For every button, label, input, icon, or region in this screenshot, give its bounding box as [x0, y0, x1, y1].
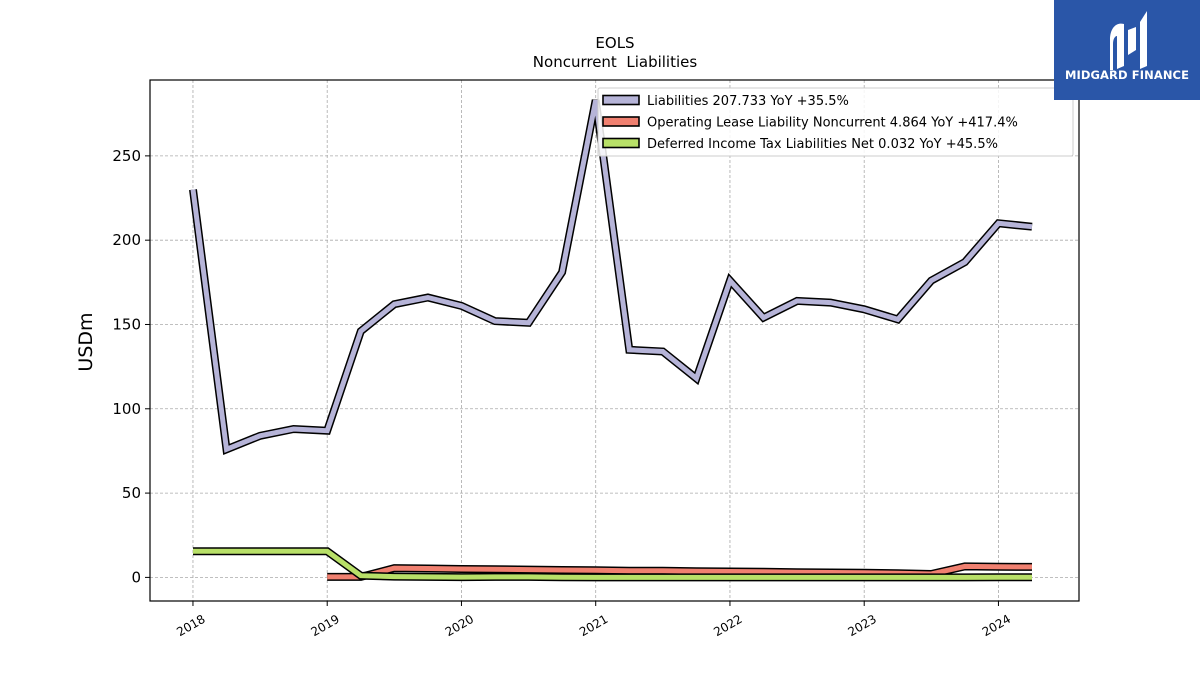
series-1: [189, 99, 1033, 455]
legend-label: Operating Lease Liability Noncurrent 4.8…: [647, 116, 1018, 131]
x-axis: 2018 2019 2020 2021 2022 2023 2024: [174, 601, 1013, 639]
series-outline: [193, 547, 1032, 582]
chart-subtitle: Noncurrent Liabilities: [533, 53, 698, 71]
x-tick-label: 2024: [980, 612, 1013, 639]
series-line: [193, 548, 1032, 580]
series-line: [190, 99, 1033, 453]
y-tick-label: 0: [131, 568, 141, 586]
x-tick-label: 2021: [577, 612, 610, 639]
legend-swatch: [602, 137, 640, 149]
midgard-finance-logo: MIDGARD FINANCE: [1054, 0, 1200, 100]
series-3: [193, 547, 1032, 582]
y-tick-label: 200: [112, 231, 141, 249]
legend-label: Liabilities 207.733 YoY +35.5%: [647, 94, 849, 109]
y-tick-label: 150: [112, 315, 141, 333]
logo-mark-icon: [1110, 11, 1147, 70]
series-layer: [189, 99, 1033, 582]
y-tick-label: 250: [112, 147, 141, 165]
legend-swatch: [602, 94, 640, 106]
legend-label: Deferred Income Tax Liabilities Net 0.03…: [647, 137, 998, 152]
logo-text: MIDGARD FINANCE: [1064, 68, 1190, 82]
legend-swatch: [602, 116, 640, 127]
legend: Liabilities 207.733 YoY +35.5% Operating …: [597, 87, 1074, 157]
x-tick-label: 2023: [845, 612, 878, 639]
legend-box: [597, 87, 1074, 157]
y-axis-label: USDm: [75, 312, 97, 371]
y-axis: 0 50 100 150 200 250: [112, 147, 150, 586]
x-tick-label: 2020: [443, 612, 476, 639]
y-tick-label: 50: [122, 484, 141, 502]
x-tick-label: 2018: [174, 612, 207, 639]
x-tick-label: 2019: [308, 612, 341, 639]
chart-title: EOLS: [595, 34, 634, 52]
x-tick-label: 2022: [711, 612, 744, 639]
grid: [150, 80, 1079, 601]
plot-frame: [149, 79, 1080, 602]
y-tick-label: 100: [112, 400, 141, 418]
